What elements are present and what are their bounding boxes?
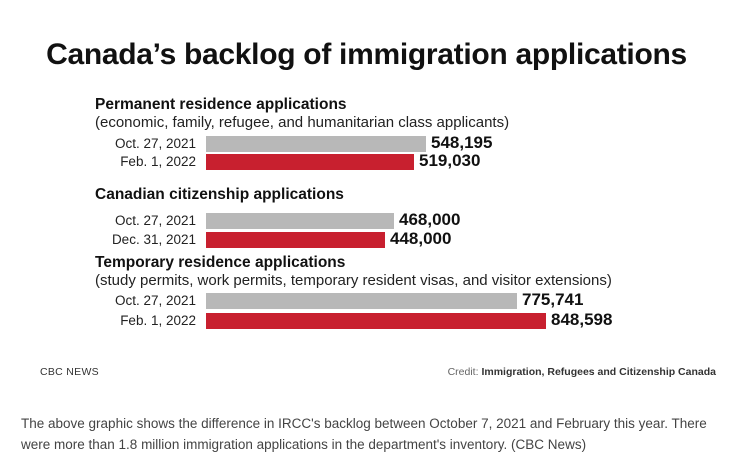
row-label: Dec. 31, 2021 xyxy=(111,231,196,247)
credit-prefix: Credit: xyxy=(447,366,479,378)
chart-title: Canada’s backlog of immigration applicat… xyxy=(46,38,687,71)
bar xyxy=(206,293,517,309)
row-label: Oct. 27, 2021 xyxy=(114,135,196,151)
row-label: Feb. 1, 2022 xyxy=(120,153,196,169)
image-caption: The above graphic shows the difference i… xyxy=(21,416,707,452)
value-label: 548,195 xyxy=(431,133,493,152)
group-title: Canadian citizenship applications xyxy=(95,186,344,203)
row-label: Oct. 27, 2021 xyxy=(114,292,196,308)
outlet-label: CBC NEWS xyxy=(40,366,99,378)
group-title: Temporary residence applications xyxy=(95,254,346,271)
group-subtitle: (study permits, work permits, temporary … xyxy=(95,272,612,289)
row-label: Feb. 1, 2022 xyxy=(120,312,196,328)
bar xyxy=(206,213,394,229)
credit-line: Credit: Immigration, Refugees and Citize… xyxy=(448,366,716,378)
infographic: Canada’s backlog of immigration applicat… xyxy=(40,38,716,378)
bar xyxy=(206,232,385,248)
bar xyxy=(206,154,414,170)
value-label: 468,000 xyxy=(399,210,461,229)
value-label: 519,030 xyxy=(419,151,481,170)
credit-name: Immigration, Refugees and Citizenship Ca… xyxy=(481,366,716,378)
group-title: Permanent residence applications xyxy=(95,96,347,113)
bar xyxy=(206,136,426,152)
row-label: Oct. 27, 2021 xyxy=(114,212,196,228)
bar xyxy=(206,313,546,329)
value-label: 775,741 xyxy=(522,290,584,309)
value-label: 448,000 xyxy=(390,229,452,248)
value-label: 848,598 xyxy=(551,310,613,329)
group-subtitle: (economic, family, refugee, and humanita… xyxy=(95,114,510,131)
